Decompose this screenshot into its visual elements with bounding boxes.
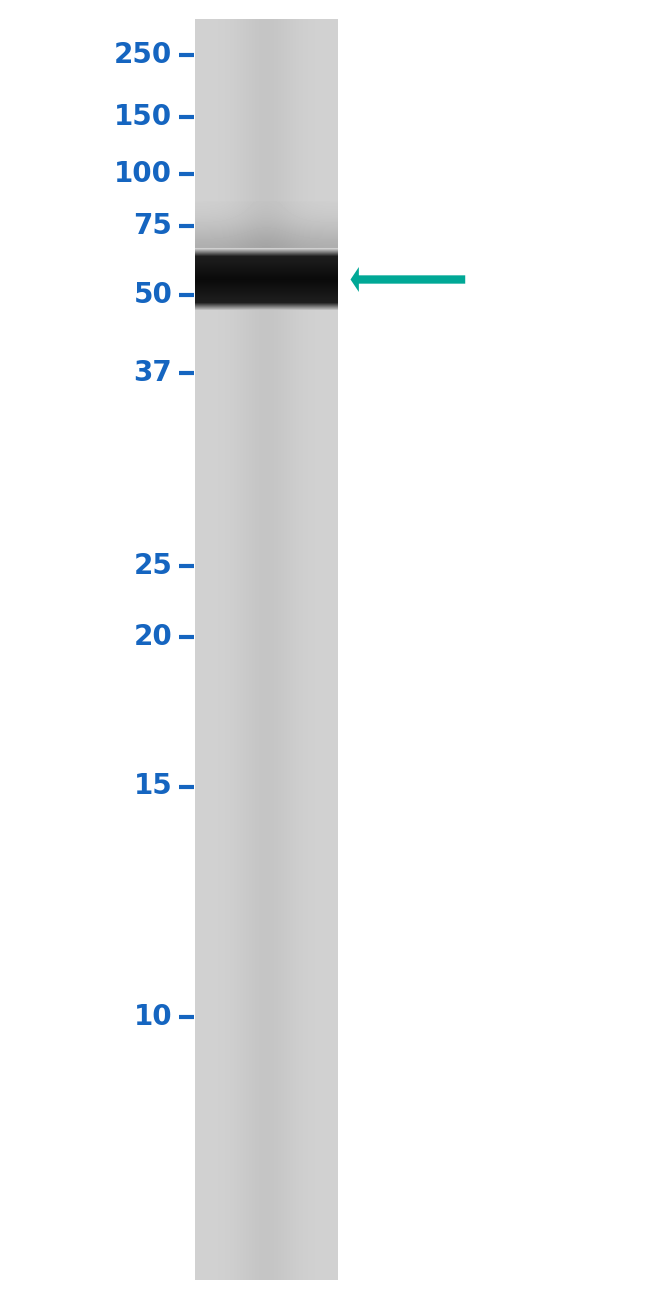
Text: 15: 15 bbox=[133, 772, 172, 801]
Text: 37: 37 bbox=[133, 359, 172, 387]
Text: 25: 25 bbox=[133, 551, 172, 580]
Text: 250: 250 bbox=[114, 40, 172, 69]
Text: 20: 20 bbox=[133, 623, 172, 651]
Text: 100: 100 bbox=[114, 160, 172, 188]
Text: 10: 10 bbox=[134, 1002, 172, 1031]
Text: 75: 75 bbox=[133, 212, 172, 240]
Text: 50: 50 bbox=[133, 281, 172, 309]
Text: 150: 150 bbox=[114, 103, 172, 131]
